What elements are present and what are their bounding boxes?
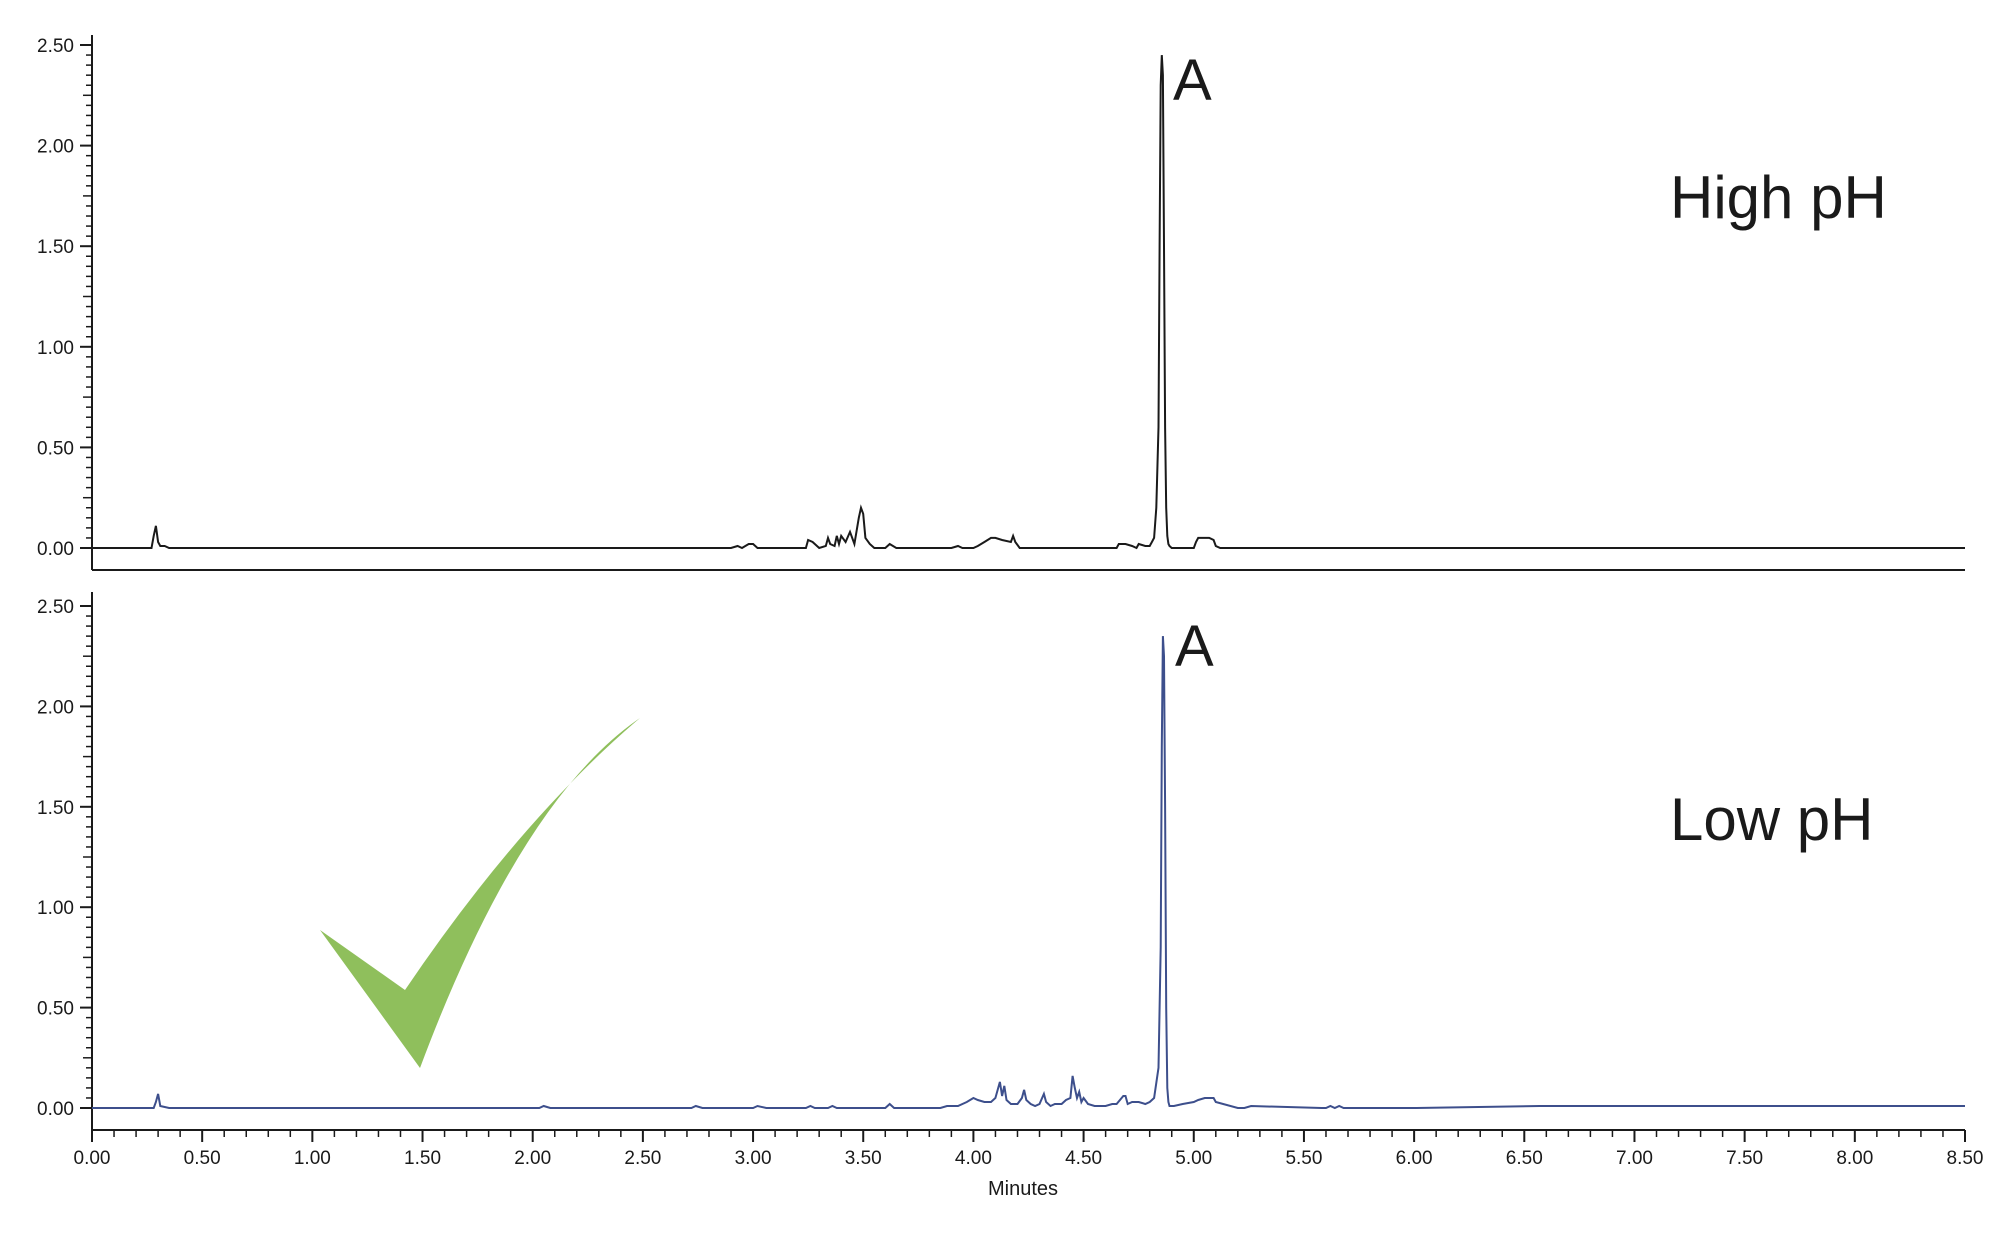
high-ph-y-tick-label: 0.50 bbox=[37, 438, 74, 459]
x-tick-label: 0.00 bbox=[74, 1148, 111, 1169]
x-tick-label: 0.50 bbox=[184, 1148, 221, 1169]
low-ph-y-tick-label: 2.50 bbox=[37, 597, 74, 618]
x-tick-label: 6.50 bbox=[1506, 1148, 1543, 1169]
x-tick-label: 3.00 bbox=[735, 1148, 772, 1169]
x-tick-label: 7.00 bbox=[1616, 1148, 1653, 1169]
low-ph-y-tick-label: 0.00 bbox=[37, 1099, 74, 1120]
x-tick-label: 1.00 bbox=[294, 1148, 331, 1169]
low-ph-y-ticks: 0.00 0.50 1.00 1.50 2.00 2.50 bbox=[37, 597, 92, 1120]
high-ph-peak-label: A bbox=[1173, 48, 1212, 113]
x-tick-label: 7.50 bbox=[1726, 1148, 1763, 1169]
x-tick-label: 4.00 bbox=[955, 1148, 992, 1169]
x-tick-label: 3.50 bbox=[845, 1148, 882, 1169]
low-ph-y-tick-label: 1.50 bbox=[37, 798, 74, 819]
x-ticks: 0.00 0.50 1.00 1.50 2.00 2.50 3.00 3.50 4.00 4.50… bbox=[74, 1130, 1984, 1169]
x-tick-label: 5.00 bbox=[1175, 1148, 1212, 1169]
high-ph-y-tick-label: 0.00 bbox=[37, 539, 74, 560]
x-tick-label: 5.50 bbox=[1285, 1148, 1322, 1169]
x-tick-label: 8.50 bbox=[1947, 1148, 1984, 1169]
x-axis: 0.00 0.50 1.00 1.50 2.00 2.50 3.00 3.50 4.00 4.50… bbox=[74, 1129, 1984, 1200]
high-ph-y-tick-label: 2.50 bbox=[37, 36, 74, 57]
x-tick-label: 2.50 bbox=[624, 1148, 661, 1169]
high-ph-trace bbox=[92, 55, 1965, 550]
x-tick-label: 2.00 bbox=[514, 1148, 551, 1169]
x-tick-label: 1.50 bbox=[404, 1148, 441, 1169]
low-ph-y-tick-label: 2.00 bbox=[37, 697, 74, 718]
low-ph-y-tick-label: 0.50 bbox=[37, 999, 74, 1020]
high-ph-y-tick-label: 1.50 bbox=[37, 237, 74, 258]
x-tick-label: 4.50 bbox=[1065, 1148, 1102, 1169]
low-ph-panel-label: Low pH bbox=[1670, 786, 1873, 853]
x-tick-label: 6.00 bbox=[1396, 1148, 1433, 1169]
low-ph-peak-label: A bbox=[1175, 614, 1214, 679]
x-tick-label: 8.00 bbox=[1836, 1148, 1873, 1169]
low-ph-panel: 0.00 0.50 1.00 1.50 2.00 2.50 A Low pH bbox=[37, 592, 1965, 1130]
low-ph-trace bbox=[92, 636, 1965, 1110]
checkmark-icon bbox=[320, 718, 640, 1068]
high-ph-y-tick-label: 1.00 bbox=[37, 338, 74, 359]
high-ph-panel-label: High pH bbox=[1670, 164, 1887, 231]
high-ph-y-ticks: 0.00 0.50 1.00 1.50 2.00 2.50 bbox=[37, 36, 92, 560]
low-ph-y-tick-label: 1.00 bbox=[37, 898, 74, 919]
high-ph-panel: 0.00 0.50 1.00 1.50 2.00 2.50 A High pH bbox=[37, 35, 1965, 571]
high-ph-y-tick-label: 2.00 bbox=[37, 137, 74, 158]
x-axis-title: Minutes bbox=[988, 1178, 1058, 1200]
